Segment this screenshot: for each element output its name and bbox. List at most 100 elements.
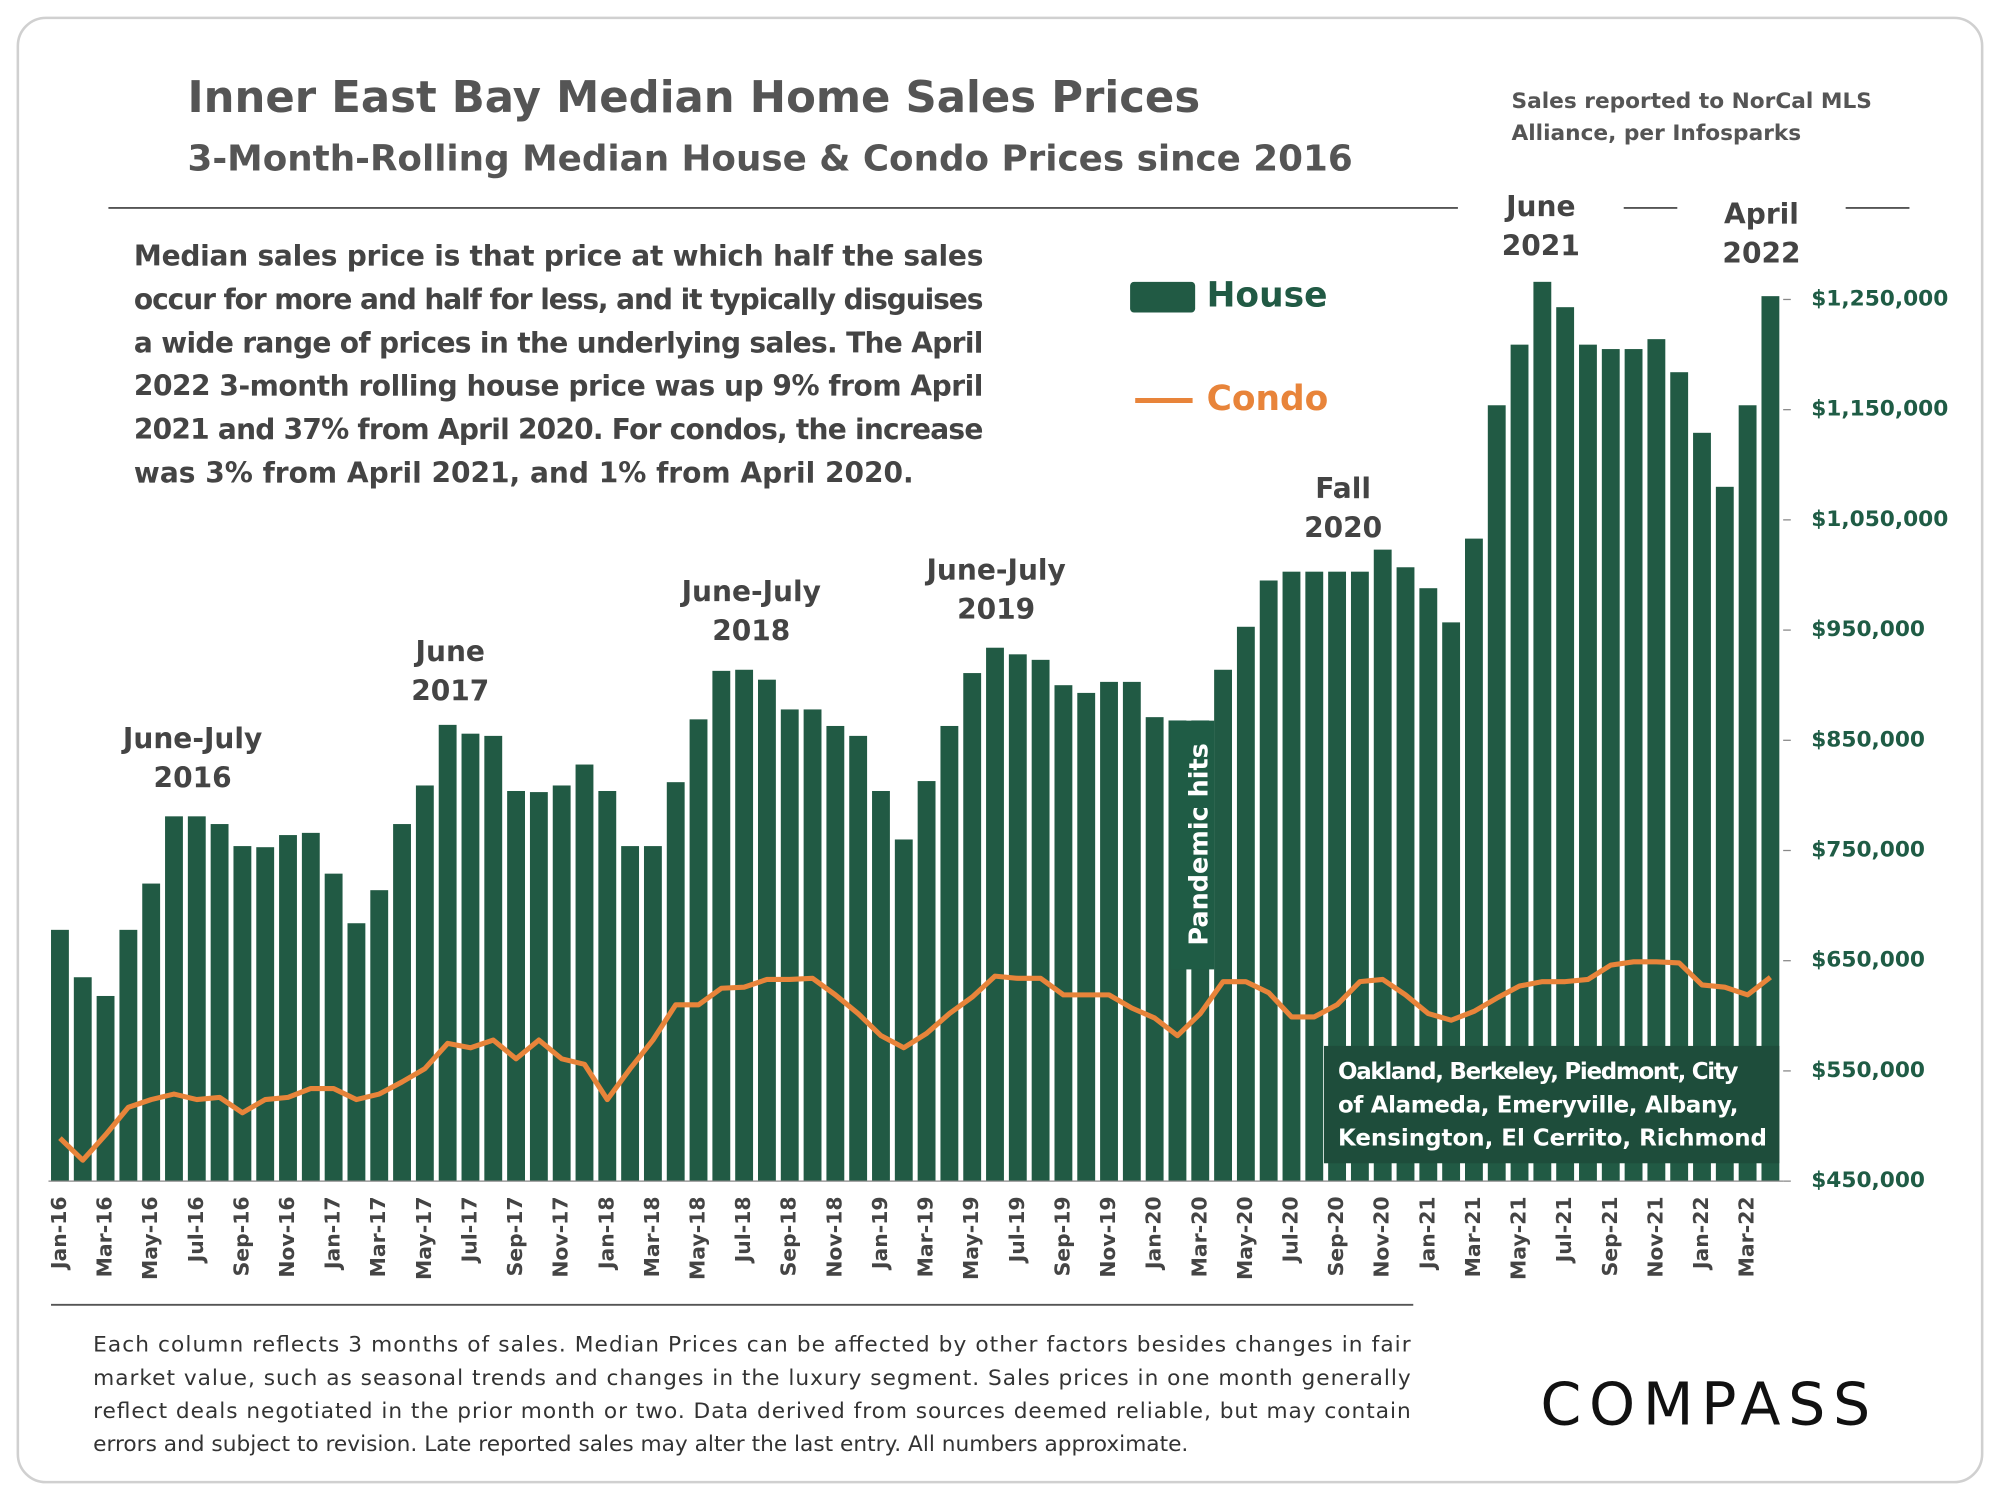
bar: [507, 790, 525, 1182]
bar: [872, 790, 890, 1182]
annotation: April: [1724, 198, 1799, 231]
bar: [279, 835, 297, 1182]
y-tick-label: $1,050,000: [1811, 507, 1948, 532]
x-tick-label: Jan-18: [594, 1196, 618, 1271]
x-tick-label: Jul-16: [184, 1196, 208, 1264]
bar: [1282, 571, 1301, 1182]
bar: [1328, 571, 1347, 1182]
x-tick-label: May-16: [138, 1196, 162, 1280]
region-note: Kensington, El Cerrito, Richmond: [1338, 1126, 1767, 1152]
bar: [1054, 685, 1073, 1182]
bar: [1145, 717, 1164, 1182]
x-tick-label: May-21: [1507, 1196, 1531, 1280]
bar: [598, 790, 617, 1182]
bar: [1396, 567, 1415, 1182]
bar: [1670, 372, 1689, 1182]
y-tick-label: $750,000: [1811, 838, 1925, 863]
x-tick-label: Jan-19: [868, 1196, 892, 1271]
x-tick-label: Jan-21: [1415, 1196, 1439, 1271]
region-box: [1323, 1045, 1780, 1164]
x-tick-label: Jul-18: [731, 1196, 755, 1264]
bar: [1579, 344, 1597, 1182]
bar: [1259, 580, 1278, 1182]
x-tick-label: Mar-18: [640, 1196, 664, 1277]
x-tick-label: Jul-17: [457, 1196, 481, 1264]
bar: [1715, 486, 1734, 1182]
logo: COMPASS: [1540, 1370, 1878, 1438]
x-tick-label: May-19: [959, 1196, 983, 1280]
bar: [484, 735, 503, 1182]
description-line: 2021 and 37% from April 2020. For condos…: [134, 413, 983, 446]
bar: [1419, 588, 1438, 1182]
bar: [1350, 571, 1369, 1182]
x-tick-label: May-18: [686, 1196, 710, 1280]
bar: [963, 673, 982, 1182]
bar: [621, 846, 640, 1182]
bar: [1100, 681, 1118, 1182]
annotation: June: [414, 635, 485, 668]
event-box: [1170, 720, 1215, 970]
bar: [1465, 538, 1483, 1182]
legend-label: House: [1207, 276, 1328, 316]
bar: [1305, 571, 1324, 1182]
bar: [1738, 405, 1757, 1182]
description: Median sales price is that price at whic…: [134, 240, 983, 490]
description-line: a wide range of prices in the underlying…: [134, 326, 983, 359]
bar: [1647, 339, 1666, 1182]
bar: [1601, 349, 1620, 1182]
bar: [1008, 654, 1027, 1182]
source-note: Sales reported to NorCal MLS: [1511, 89, 1871, 114]
bar: [712, 670, 731, 1182]
x-tick-label: Nov-17: [549, 1196, 573, 1277]
bar: [1122, 681, 1141, 1182]
description-line: Median sales price is that price at whic…: [134, 240, 983, 273]
bar: [826, 725, 845, 1182]
bar: [894, 839, 913, 1182]
bar: [438, 724, 457, 1182]
bar: [552, 785, 571, 1182]
legend-label: Condo: [1207, 379, 1329, 419]
bar: [780, 709, 799, 1182]
bar: [461, 733, 480, 1182]
bar: [1214, 669, 1232, 1182]
bar: [803, 709, 822, 1182]
bar: [1693, 432, 1711, 1182]
region-note: Oakland, Berkeley, Piedmont, City: [1338, 1059, 1739, 1085]
bar: [1556, 307, 1575, 1182]
bar: [1761, 296, 1780, 1182]
bar: [1533, 281, 1552, 1182]
bar: [940, 725, 959, 1182]
x-tick-label: May-17: [412, 1196, 436, 1280]
annotation: June-July: [121, 722, 262, 755]
bar: [393, 824, 411, 1182]
bar: [689, 719, 708, 1182]
x-tick-label: Mar-19: [914, 1196, 938, 1277]
x-tick-label: Mar-21: [1461, 1196, 1485, 1277]
bar: [233, 846, 252, 1182]
x-tick-label: Sep-16: [229, 1196, 253, 1276]
annotation: Fall: [1315, 472, 1371, 505]
footnote-line: errors and subject to revision. Late rep…: [93, 1432, 1188, 1457]
x-tick-label: Sep-18: [777, 1196, 801, 1276]
description-line: occur for more and half for less, and it…: [134, 283, 983, 316]
bar: [1031, 659, 1050, 1182]
annotation: 2021: [1502, 229, 1580, 262]
annotation: June: [1504, 190, 1575, 223]
bar: [1442, 622, 1461, 1182]
source-note: Alliance, per Infosparks: [1511, 121, 1801, 146]
description-line: 2022 3-month rolling house price was up …: [134, 370, 983, 403]
bar: [324, 873, 343, 1182]
x-tick-label: Jan-22: [1689, 1196, 1713, 1271]
bar: [735, 669, 754, 1182]
bar: [119, 929, 138, 1182]
x-tick-label: Jan-20: [1142, 1196, 1166, 1271]
x-tick-label: May-20: [1233, 1196, 1257, 1280]
bar: [415, 785, 434, 1182]
x-tick-label: Jul-20: [1278, 1196, 1302, 1264]
bar: [370, 890, 389, 1182]
y-tick-label: $1,150,000: [1811, 397, 1948, 422]
bar: [849, 735, 868, 1182]
bar: [917, 781, 936, 1182]
subtitle: 3-Month-Rolling Median House & Condo Pri…: [188, 139, 1353, 180]
